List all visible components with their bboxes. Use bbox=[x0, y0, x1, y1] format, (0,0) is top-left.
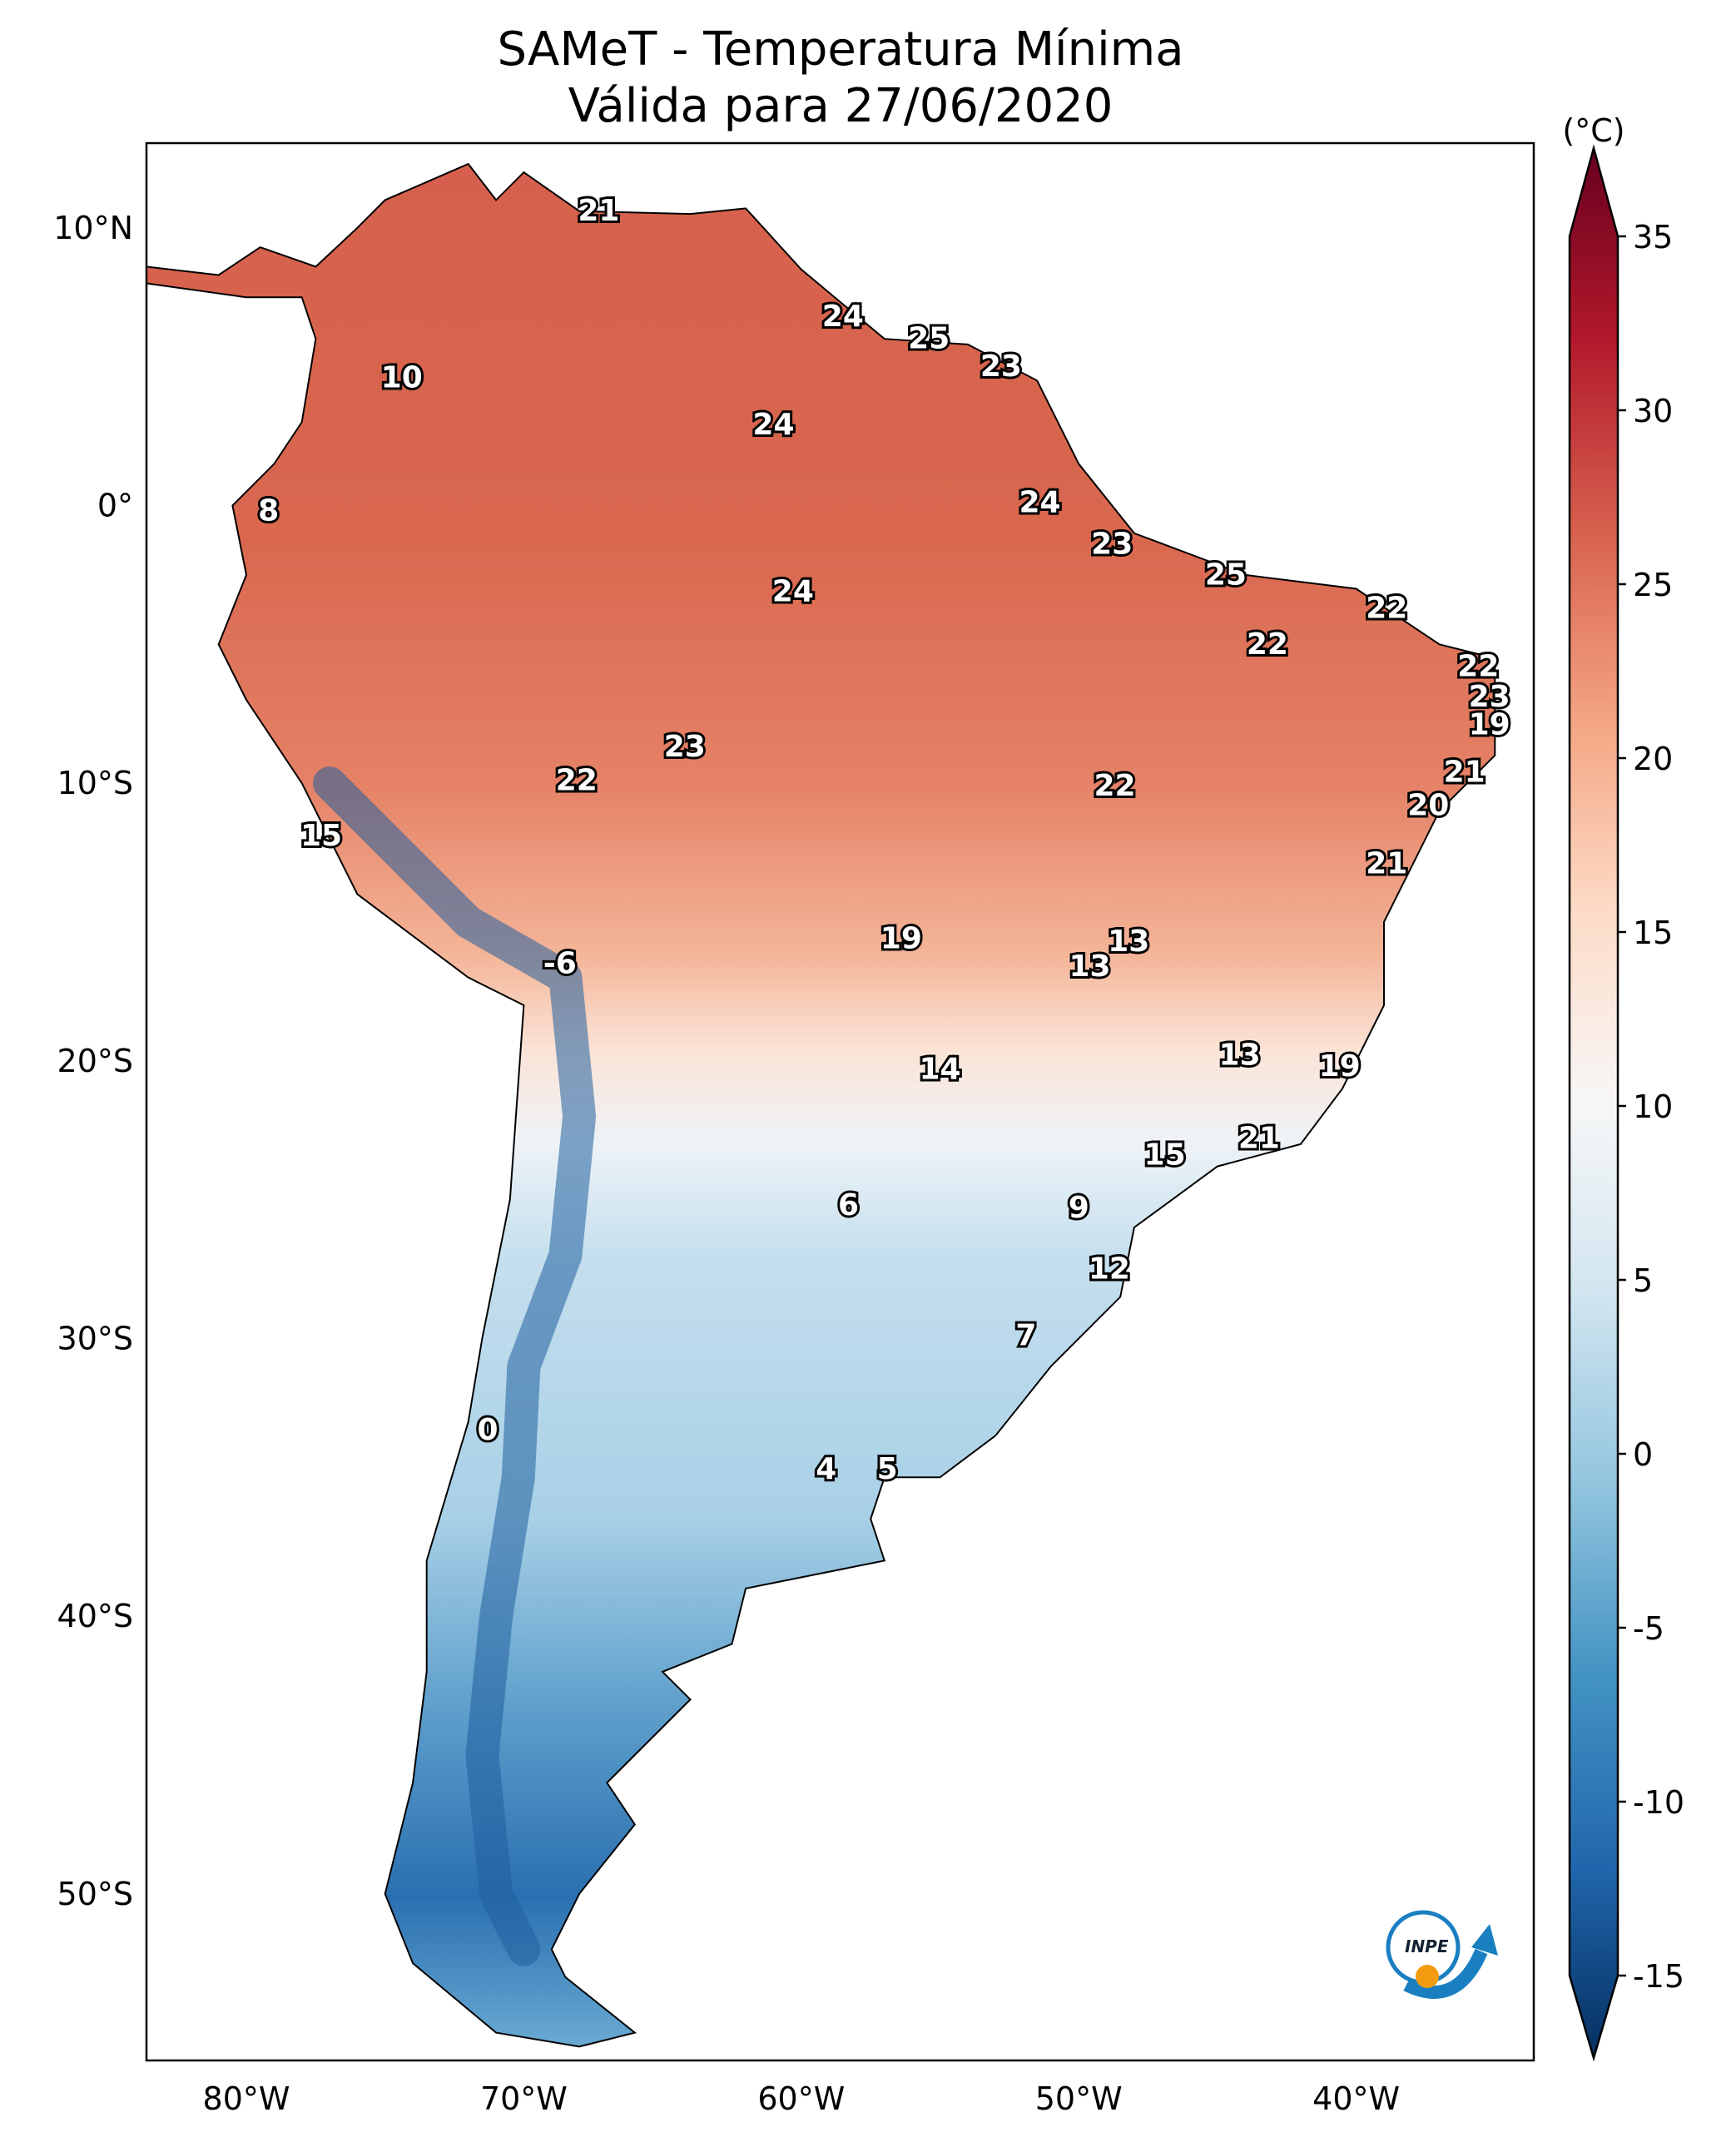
station-value-label: 22 bbox=[1366, 591, 1407, 625]
station-value-label: 22 bbox=[1247, 627, 1288, 662]
station-value-label: 15 bbox=[300, 819, 342, 853]
station-value-label: 19 bbox=[1469, 708, 1510, 742]
lat-tick-label: 50°S bbox=[57, 1876, 133, 1912]
station-value-label: 4 bbox=[816, 1452, 836, 1486]
map-axes: 10°N0°10°S20°S30°S40°S50°S80°W 70°W 60°W 50… bbox=[53, 210, 1400, 2117]
station-value-label: 21 bbox=[1444, 755, 1486, 789]
colorbar-tick-label: 5 bbox=[1633, 1262, 1653, 1299]
colorbar-tick-label: 30 bbox=[1633, 393, 1673, 429]
station-value-label: 5 bbox=[877, 1452, 898, 1486]
station-value-label: 6 bbox=[838, 1188, 859, 1222]
station-value-label: 25 bbox=[1205, 558, 1247, 592]
station-value-label: 23 bbox=[980, 350, 1022, 384]
station-value-label: 19 bbox=[880, 921, 922, 955]
lat-tick-label: 0° bbox=[97, 487, 133, 523]
station-value-label: 22 bbox=[556, 763, 598, 797]
lon-tick-label: 50°W bbox=[1035, 2080, 1123, 2117]
south-america-land bbox=[146, 162, 1496, 2048]
colorbar-body bbox=[1568, 144, 1619, 2062]
lon-tick-label: 70°W bbox=[480, 2080, 568, 2117]
station-value-label: 7 bbox=[1015, 1319, 1036, 1353]
lon-tick-label: 80°W bbox=[203, 2080, 290, 2117]
lat-tick-label: 10°N bbox=[53, 210, 133, 246]
station-value-label: 13 bbox=[1069, 950, 1111, 984]
station-value-label: 20 bbox=[1407, 788, 1449, 822]
station-value-label: 25 bbox=[908, 322, 950, 356]
station-value-label: 8 bbox=[258, 494, 279, 528]
lat-tick-label: 20°S bbox=[57, 1043, 133, 1079]
station-value-label: 23 bbox=[1469, 680, 1510, 714]
station-value-label: 10 bbox=[381, 360, 423, 394]
station-value-label: 9 bbox=[1069, 1191, 1089, 1225]
station-value-label: 24 bbox=[1019, 486, 1060, 520]
station-value-label: 24 bbox=[752, 408, 794, 442]
station-value-label: 21 bbox=[578, 194, 619, 228]
lon-tick-label: 60°W bbox=[757, 2080, 845, 2117]
station-value-label: 12 bbox=[1089, 1252, 1130, 1287]
colorbar-tick-label: -15 bbox=[1633, 1958, 1684, 1995]
colorbar-tick-label: 25 bbox=[1633, 567, 1673, 603]
colorbar-tick-label: 0 bbox=[1633, 1436, 1653, 1473]
map-subtitle: Válida para 27/06/2020 bbox=[568, 79, 1114, 133]
station-value-label: 19 bbox=[1319, 1049, 1361, 1083]
station-value-label: 13 bbox=[1108, 925, 1149, 959]
station-value-label: 22 bbox=[1457, 649, 1499, 683]
station-value-label: 24 bbox=[772, 574, 814, 608]
lat-tick-label: 40°S bbox=[57, 1598, 133, 1634]
station-value-label: 0 bbox=[478, 1413, 498, 1447]
station-value-label: 21 bbox=[1366, 846, 1407, 880]
colorbar-unit-label: (°C) bbox=[1562, 112, 1624, 149]
map-title: SAMeT - Temperatura Mínima bbox=[497, 22, 1183, 77]
station-value-label: -6 bbox=[543, 946, 577, 980]
station-value-label: 21 bbox=[1238, 1122, 1280, 1156]
station-value-label: 24 bbox=[822, 300, 864, 334]
station-value-label: 23 bbox=[664, 730, 706, 764]
station-value-label: 23 bbox=[1091, 528, 1133, 562]
station-value-label: 13 bbox=[1219, 1039, 1261, 1073]
colorbar-tick-label: 10 bbox=[1633, 1088, 1673, 1125]
colorbar-tick-label: -10 bbox=[1633, 1784, 1684, 1821]
map-frame bbox=[145, 141, 1535, 2062]
station-value-label: 15 bbox=[1144, 1138, 1186, 1173]
lat-tick-label: 10°S bbox=[57, 765, 133, 801]
lat-tick-label: 30°S bbox=[57, 1320, 133, 1356]
colorbar-tick-label: -5 bbox=[1633, 1610, 1664, 1647]
station-value-label: 22 bbox=[1094, 769, 1136, 803]
colorbar: (°C) 35 30 25 20 15 10 5 0 -5 -10 -15 bbox=[1562, 112, 1684, 2062]
inpe-logo: INPE bbox=[1386, 1910, 1498, 1999]
colorbar-tick-label: 20 bbox=[1633, 741, 1673, 777]
station-value-label: 14 bbox=[919, 1052, 960, 1086]
logo-text: INPE bbox=[1405, 1936, 1449, 1956]
lon-tick-label: 40°W bbox=[1312, 2080, 1400, 2117]
colorbar-tick-label: 35 bbox=[1633, 219, 1673, 255]
colorbar-tick-label: 15 bbox=[1633, 915, 1673, 951]
andes-cold-band bbox=[313, 766, 597, 1966]
